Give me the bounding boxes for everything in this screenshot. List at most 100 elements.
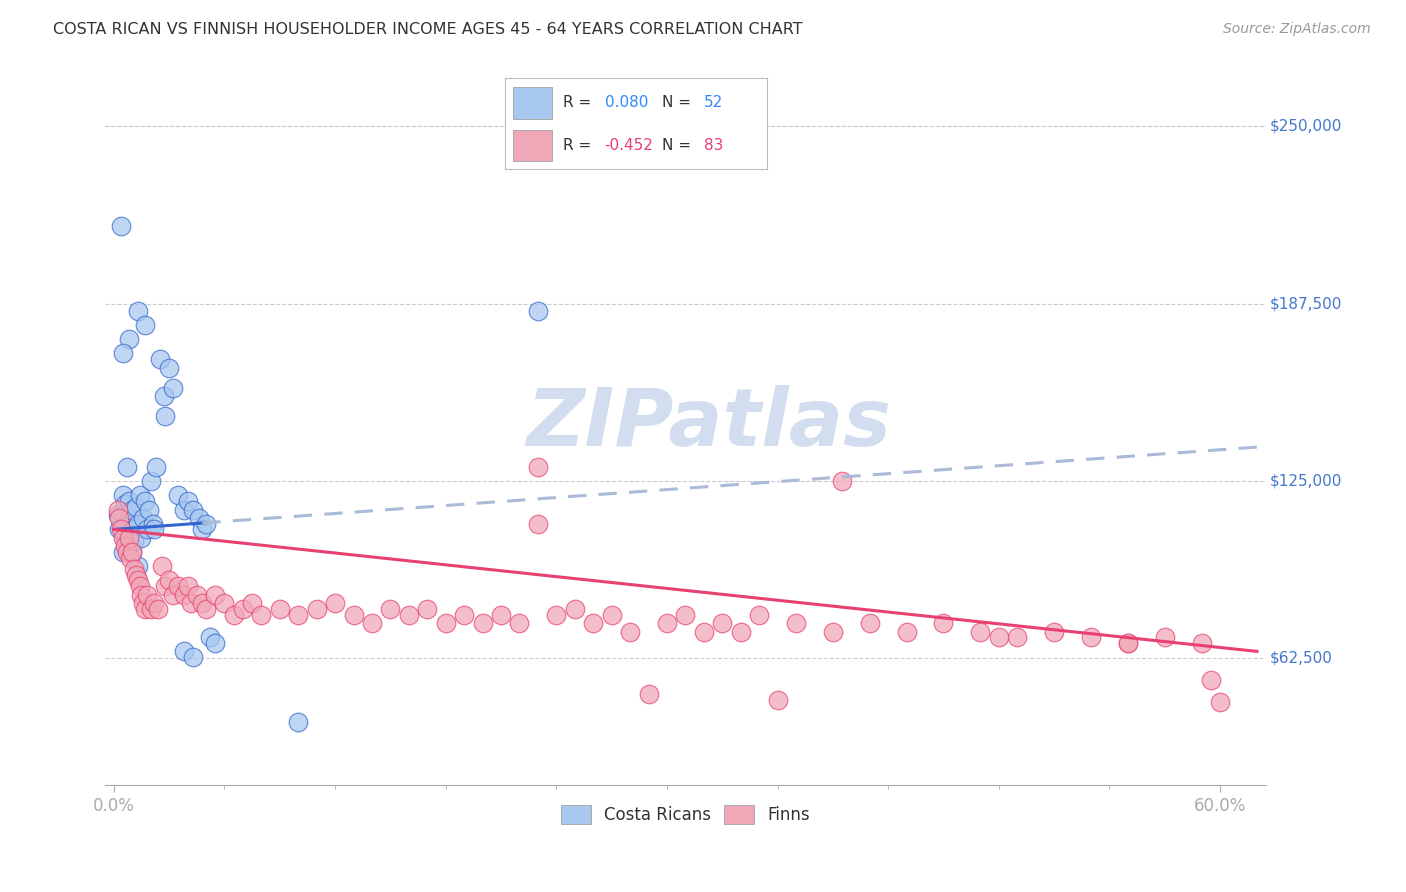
Point bbox=[250, 607, 273, 622]
Point bbox=[619, 624, 641, 639]
Point bbox=[132, 596, 155, 610]
Point bbox=[173, 502, 195, 516]
Point bbox=[181, 650, 204, 665]
Point bbox=[527, 460, 550, 475]
Point bbox=[132, 511, 155, 525]
Point bbox=[134, 602, 156, 616]
Point bbox=[112, 545, 135, 559]
Text: $187,500: $187,500 bbox=[1270, 296, 1341, 311]
Point bbox=[187, 511, 209, 525]
Point bbox=[131, 588, 153, 602]
Point bbox=[896, 624, 918, 639]
Point bbox=[527, 304, 550, 318]
Point bbox=[453, 607, 475, 622]
Point bbox=[114, 497, 136, 511]
Point bbox=[859, 615, 882, 630]
Point bbox=[305, 602, 328, 616]
Point bbox=[191, 596, 214, 610]
Point bbox=[785, 615, 807, 630]
Text: COSTA RICAN VS FINNISH HOUSEHOLDER INCOME AGES 45 - 64 YEARS CORRELATION CHART: COSTA RICAN VS FINNISH HOUSEHOLDER INCOM… bbox=[53, 22, 803, 37]
Legend: Costa Ricans, Finns: Costa Ricans, Finns bbox=[554, 798, 817, 830]
Point bbox=[195, 516, 218, 531]
Point bbox=[214, 596, 236, 610]
Point bbox=[195, 602, 218, 616]
Point bbox=[434, 615, 457, 630]
Point bbox=[1153, 630, 1175, 644]
Point bbox=[527, 516, 550, 531]
Point bbox=[155, 579, 177, 593]
Point bbox=[969, 624, 991, 639]
Point bbox=[932, 615, 955, 630]
Point bbox=[1080, 630, 1102, 644]
Point bbox=[287, 607, 309, 622]
Point bbox=[115, 545, 138, 559]
Point bbox=[122, 522, 145, 536]
Point bbox=[176, 579, 198, 593]
Point bbox=[125, 567, 148, 582]
Point bbox=[149, 352, 172, 367]
Point bbox=[134, 318, 156, 332]
Point bbox=[222, 607, 245, 622]
Point bbox=[173, 644, 195, 658]
Text: $125,000: $125,000 bbox=[1270, 474, 1341, 489]
Point bbox=[121, 545, 143, 559]
Point bbox=[730, 624, 752, 639]
Point bbox=[114, 531, 136, 545]
Text: Source: ZipAtlas.com: Source: ZipAtlas.com bbox=[1223, 22, 1371, 37]
Point bbox=[1116, 636, 1139, 650]
Point bbox=[143, 596, 166, 610]
Point bbox=[186, 588, 208, 602]
Point bbox=[136, 522, 159, 536]
Point bbox=[128, 579, 150, 593]
Point bbox=[1191, 636, 1213, 650]
Point bbox=[138, 502, 160, 516]
Point bbox=[987, 630, 1010, 644]
Point bbox=[287, 715, 309, 730]
Point bbox=[143, 522, 166, 536]
Point bbox=[176, 494, 198, 508]
Point bbox=[181, 502, 204, 516]
Point bbox=[1116, 636, 1139, 650]
Point bbox=[766, 692, 789, 706]
Point bbox=[120, 536, 142, 550]
Point bbox=[121, 545, 143, 559]
Point bbox=[125, 500, 148, 514]
Point bbox=[117, 332, 139, 346]
Point bbox=[127, 574, 149, 588]
Point bbox=[398, 607, 420, 622]
Point bbox=[489, 607, 512, 622]
Point bbox=[1043, 624, 1066, 639]
Point bbox=[1209, 696, 1232, 710]
Point bbox=[471, 615, 494, 630]
Point bbox=[198, 630, 221, 644]
Point bbox=[204, 636, 226, 650]
Point bbox=[361, 615, 384, 630]
Point bbox=[145, 460, 167, 475]
Point bbox=[136, 588, 159, 602]
Point bbox=[157, 574, 180, 588]
Point bbox=[120, 511, 142, 525]
Point bbox=[115, 460, 138, 475]
Point bbox=[582, 615, 605, 630]
Point bbox=[131, 531, 153, 545]
Point bbox=[117, 494, 139, 508]
Point bbox=[139, 602, 162, 616]
Point bbox=[142, 516, 165, 531]
Point bbox=[122, 533, 145, 548]
Point bbox=[191, 522, 214, 536]
Point bbox=[600, 607, 623, 622]
Point bbox=[655, 615, 678, 630]
Point bbox=[162, 380, 184, 394]
Point bbox=[150, 559, 173, 574]
Point bbox=[1007, 630, 1029, 644]
Point bbox=[693, 624, 716, 639]
Point bbox=[127, 516, 149, 531]
Point bbox=[232, 602, 254, 616]
Text: $62,500: $62,500 bbox=[1270, 651, 1333, 666]
Point bbox=[508, 615, 530, 630]
Point bbox=[673, 607, 696, 622]
Point bbox=[107, 508, 129, 523]
Point bbox=[269, 602, 291, 616]
Point bbox=[173, 588, 195, 602]
Point bbox=[146, 602, 169, 616]
